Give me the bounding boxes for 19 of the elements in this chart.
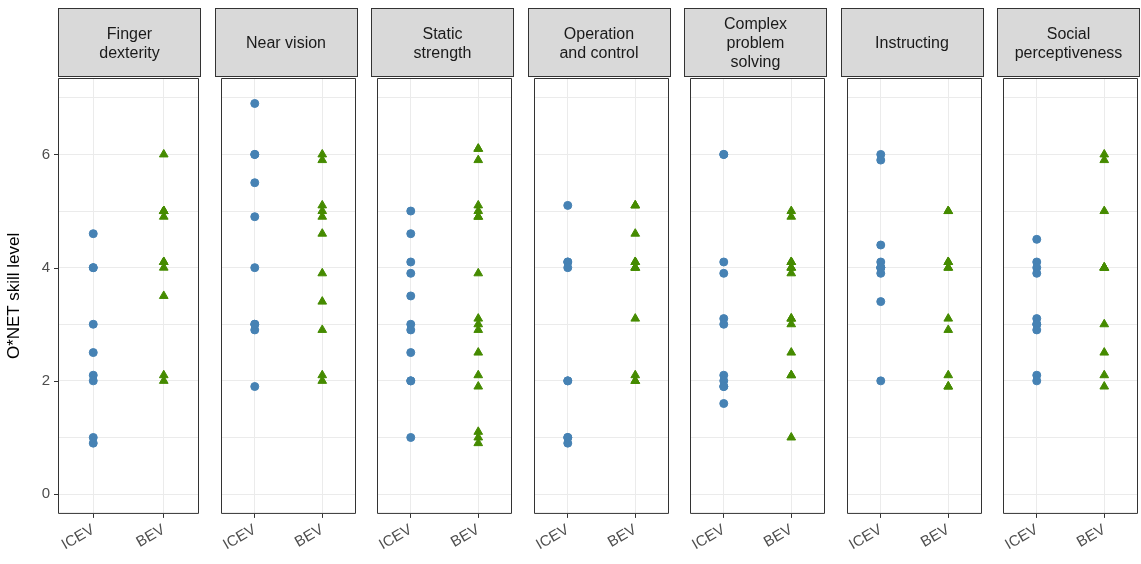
y-tick-label: 4 <box>41 257 50 275</box>
y-tick-label: 6 <box>41 144 50 162</box>
chart-title: Instructing <box>840 8 984 77</box>
chart-title: Static strength <box>371 8 514 77</box>
chart-title: Near vision <box>214 8 358 77</box>
y-tick-label: 0 <box>41 484 50 502</box>
x-tick-label: BEV <box>132 520 168 550</box>
y-tick-label: 2 <box>41 371 50 389</box>
chart-title: Finger dexterity <box>58 8 201 77</box>
x-tick-label: BEV <box>916 520 952 550</box>
x-tick-label: BEV <box>603 520 639 550</box>
chart-title: Complex problem solving <box>684 8 827 77</box>
x-tick-label: BEV <box>290 520 326 550</box>
x-tick-label: BEV <box>760 520 795 550</box>
x-tick-label: BEV <box>1073 520 1108 550</box>
chart-title: Operation and control <box>527 8 671 77</box>
y-axis-title: O*NET skill level <box>3 232 23 360</box>
x-tick-label: BEV <box>447 520 482 550</box>
chart-title: Social perceptiveness <box>997 8 1140 77</box>
